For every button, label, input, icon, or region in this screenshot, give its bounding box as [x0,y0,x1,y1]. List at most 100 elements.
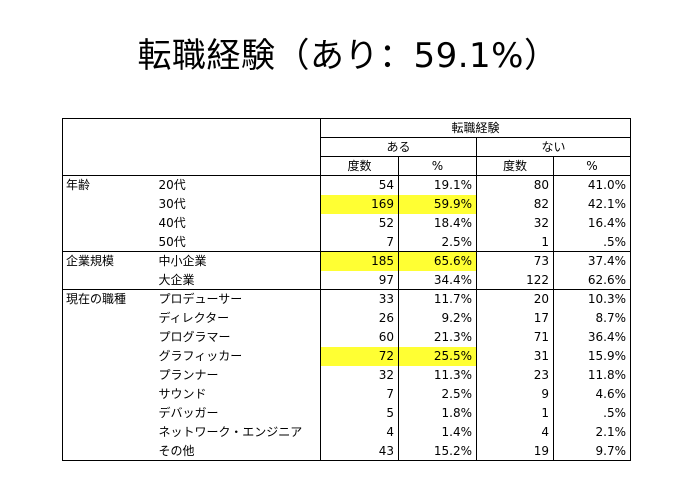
cell-count-yes: 26 [320,308,399,328]
cell-count-yes: 7 [320,232,399,252]
table-row: 年齢 20代 54 19.1% 80 41.0% [62,175,632,195]
row-group-label [62,346,155,366]
row-label: 40代 [158,216,186,230]
row-group-label [62,213,155,233]
row-label: 中小企業 [154,251,321,271]
cell-count-yes: 185 [320,251,399,271]
cell-count-no: 17 [476,308,554,328]
cell-percent-no: 62.6% [552,270,632,290]
cell-percent-no: 11.8% [552,365,632,385]
table-row: 50代 7 2.5% 1.5% [62,232,632,252]
cell-percent-yes: 25.5% [398,346,477,366]
cell-percent-yes: 11.3% [398,365,477,385]
row-label: グラフィッカー [158,349,243,363]
row-label: サウンド [158,387,207,401]
row-group-label [62,422,155,442]
cell-count-yes: 7 [320,384,399,404]
header-col-count: 度数 [476,156,554,176]
row-group-label: 企業規模 [62,251,155,271]
table-row: 40代 52 18.4% 32 16.4% [62,213,632,233]
cell-percent-yes: 18.4% [398,213,477,233]
row-label: その他 [154,441,321,461]
cell-percent-no: .5% [552,232,632,252]
table-row: 大企業 97 34.4% 122 62.6% [62,270,632,290]
cell-percent-yes: 9.2% [398,308,477,328]
cell-percent-yes: 34.4% [398,270,477,290]
table-row: プログラマー 60 21.3% 71 36.4% [62,327,632,347]
row-label: デバッガー [158,406,219,420]
cell-percent-yes: 21.3% [398,327,477,347]
cell-count-no: 20 [476,289,554,309]
cell-percent-no: 9.7% [552,441,632,461]
crosstab-table: 転職経験 ある ない 度数 % 度数 % 年齢 20代 54 19.1% 80 41.0%… [62,118,632,461]
cell-count-yes: 52 [320,213,399,233]
cell-count-yes: 60 [320,327,399,347]
cell-percent-no: 10.3% [552,289,632,309]
header-col-count: 度数 [320,156,399,176]
cell-percent-no: 36.4% [552,327,632,347]
cell-count-no: 71 [476,327,554,347]
table-row: 企業規模 中小企業 185 65.6% 73 37.4% [62,251,632,271]
cell-count-no: 31 [476,346,554,366]
row-group-label [62,365,155,385]
table-row: その他 43 15.2% 19 9.7% [62,441,632,461]
row-group-label [62,327,155,347]
row-label: 20代 [154,175,321,195]
row-group-label: 年齢 [62,175,155,195]
cell-count-no: 1 [476,232,554,252]
row-label: 30代 [158,197,186,211]
cell-percent-yes: 65.6% [398,251,477,271]
cell-percent-yes: 1.4% [398,422,477,442]
row-group-label [62,403,155,423]
table-row: 30代 169 59.9% 82 42.1% [62,194,632,214]
cell-percent-no: 2.1% [552,422,632,442]
cell-percent-no: 8.7% [552,308,632,328]
cell-count-yes: 54 [320,175,399,195]
row-group-label: 現在の職種 [62,289,155,309]
table-row: ディレクター 26 9.2% 17 8.7% [62,308,632,328]
row-group-label [62,232,155,252]
cell-count-no: 19 [476,441,554,461]
row-label: プロデューサー [154,289,321,309]
cell-count-no: 1 [476,403,554,423]
row-label: プログラマー [158,330,231,344]
header-group-no: ない [475,137,632,157]
cell-percent-yes: 15.2% [398,441,477,461]
cell-count-no: 9 [476,384,554,404]
row-label: ディレクター [158,311,230,325]
cell-count-no: 32 [476,213,554,233]
cell-count-no: 4 [476,422,554,442]
header-col-percent: % [398,156,477,176]
row-label: ネットワーク・エンジニア [158,425,303,439]
table-row: グラフィッカー 72 25.5% 31 15.9% [62,346,632,366]
cell-percent-no: .5% [552,403,632,423]
cell-percent-yes: 2.5% [398,384,477,404]
cell-percent-yes: 2.5% [398,232,477,252]
cell-count-yes: 43 [320,441,399,461]
table-row: プランナー 32 11.3% 23 11.8% [62,365,632,385]
row-label: プランナー [158,368,219,382]
cell-count-yes: 33 [320,289,399,309]
row-group-label [62,308,155,328]
cell-count-no: 73 [476,251,554,271]
row-group-label [62,270,155,290]
cell-percent-no: 4.6% [552,384,632,404]
cell-percent-no: 15.9% [552,346,632,366]
row-label: 大企業 [158,272,195,287]
row-label: 50代 [158,234,186,249]
cell-percent-yes: 1.8% [398,403,477,423]
header-corner [62,118,321,176]
cell-percent-no: 16.4% [552,213,632,233]
cell-percent-yes: 11.7% [398,289,477,309]
row-group-label [62,384,155,404]
table-row: サウンド 7 2.5% 9 4.6% [62,384,632,404]
cell-percent-yes: 59.9% [398,194,477,214]
table-row: ネットワーク・エンジニア 4 1.4% 4 2.1% [62,422,632,442]
slide-title: 転職経験（あり：59.1%） [137,36,559,76]
cell-percent-no: 41.0% [552,175,632,195]
cell-percent-yes: 19.1% [398,175,477,195]
cell-percent-no: 42.1% [552,194,632,214]
table-row: 現在の職種 プロデューサー 33 11.7% 20 10.3% [62,289,632,309]
table-row: デバッガー 5 1.8% 1.5% [62,403,632,423]
cell-percent-no: 37.4% [552,251,632,271]
